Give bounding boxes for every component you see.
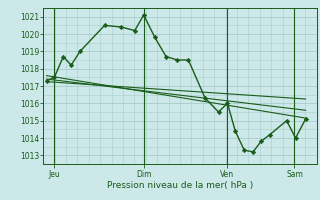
X-axis label: Pression niveau de la mer( hPa ): Pression niveau de la mer( hPa ) — [107, 181, 253, 190]
